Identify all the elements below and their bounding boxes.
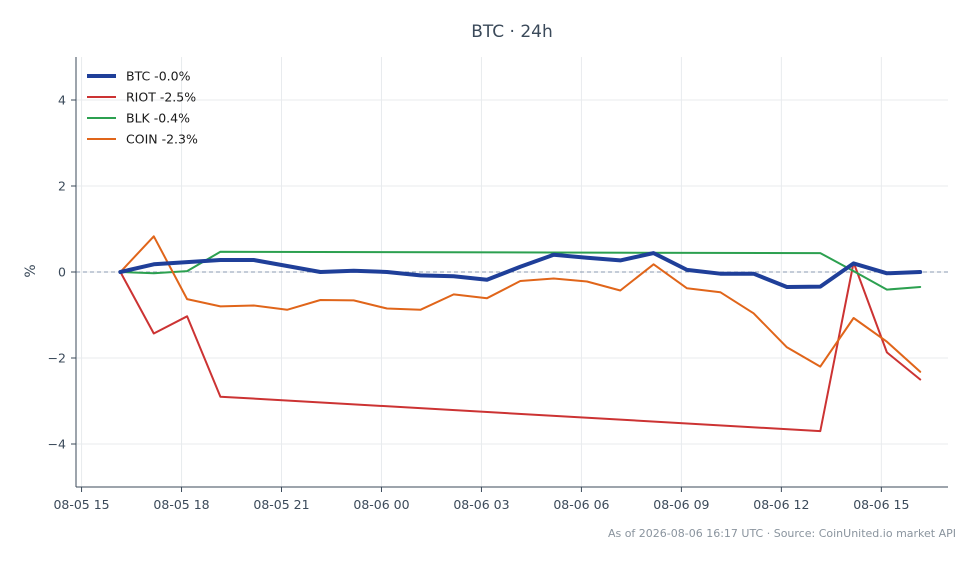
x-tick-label: 08-05 21: [253, 497, 309, 512]
legend-label: BTC -0.0%: [126, 69, 191, 84]
x-tick-label: 08-06 12: [753, 497, 809, 512]
y-tick-label: 0: [58, 265, 66, 280]
legend: BTC -0.0% RIOT -2.5% BLK -0.4% COIN -2.3%: [87, 69, 198, 147]
series-lines: [118, 235, 923, 433]
y-tick-label: 4: [58, 93, 66, 108]
legend-label: BLK -0.4%: [126, 111, 190, 126]
source-footer: As of 2026-08-06 16:17 UTC · Source: Coi…: [608, 527, 956, 540]
x-tick-label: 08-06 06: [553, 497, 609, 512]
legend-label: COIN -2.3%: [126, 132, 198, 147]
tick-labels: 08-05 15 08-05 18 08-05 21 08-06 00 08-06 03…: [48, 93, 910, 513]
x-tick-label: 08-06 03: [453, 497, 509, 512]
series-line-coin: [119, 235, 922, 373]
y-tick-label: −4: [48, 437, 66, 452]
series-line-btc: [118, 251, 923, 289]
y-tick-label: 2: [58, 179, 66, 194]
x-tick-label: 08-05 18: [153, 497, 209, 512]
chart-title: BTC · 24h: [471, 22, 553, 42]
x-tick-label: 08-06 09: [653, 497, 709, 512]
y-tick-label: −2: [48, 351, 66, 366]
legend-label: RIOT -2.5%: [126, 90, 196, 105]
x-tick-label: 08-05 15: [53, 497, 109, 512]
x-tick-label: 08-06 00: [353, 497, 409, 512]
y-axis-label: %: [23, 264, 39, 277]
axes: [71, 57, 948, 492]
series-line-blk: [119, 250, 922, 291]
x-tick-label: 08-06 15: [853, 497, 909, 512]
